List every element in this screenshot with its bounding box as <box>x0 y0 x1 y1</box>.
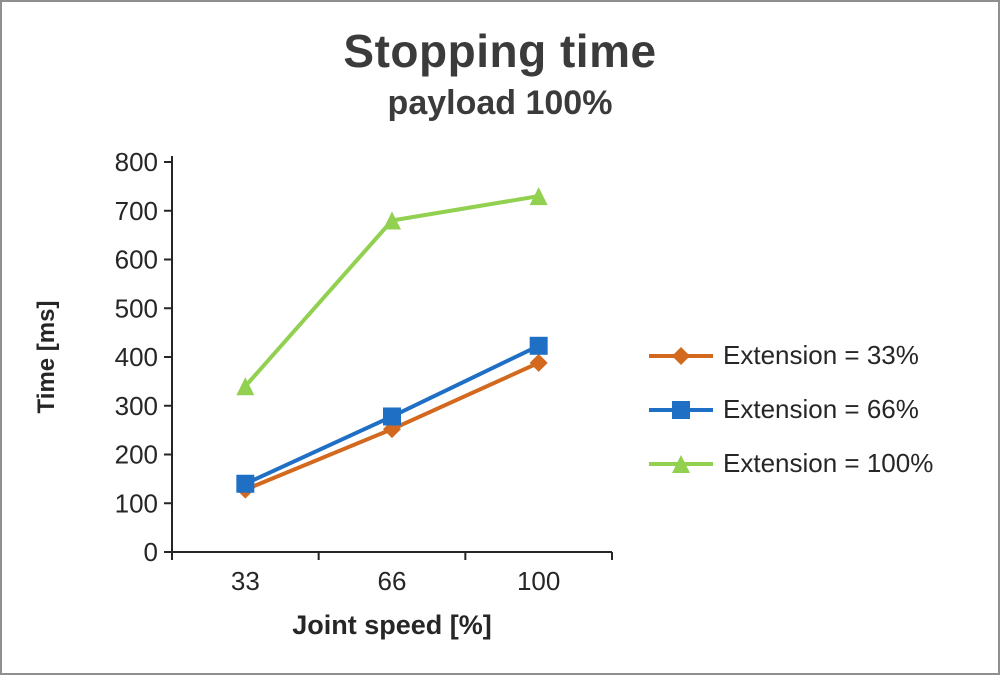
line-chart: 0 100 200 300 400 500 600 700 800 33 66 100 Time [ms… <box>33 147 613 640</box>
legend-item-extension-100: Extension = 100% <box>647 448 933 479</box>
legend-item-extension-66: Extension = 66% <box>647 394 933 425</box>
svg-text:400: 400 <box>115 342 158 372</box>
legend-label: Extension = 33% <box>723 340 919 370</box>
svg-text:600: 600 <box>115 245 158 275</box>
svg-text:66: 66 <box>378 566 407 596</box>
legend-label: Extension = 66% <box>723 394 919 424</box>
legend-marker-square-icon <box>649 400 713 419</box>
chart-subtitle: payload 100% <box>387 84 613 122</box>
legend-marker-triangle-icon <box>649 454 713 473</box>
svg-text:Time [ms]: Time [ms] <box>33 301 60 414</box>
svg-text:500: 500 <box>115 293 158 323</box>
svg-text:100: 100 <box>115 488 158 518</box>
svg-text:33: 33 <box>231 566 260 596</box>
legend: Extension = 33% Extension = 66% Extensio… <box>647 340 933 479</box>
legend-marker-diamond-icon <box>649 346 713 365</box>
svg-text:200: 200 <box>115 440 158 470</box>
svg-text:100: 100 <box>517 566 560 596</box>
svg-text:700: 700 <box>115 196 158 226</box>
svg-text:Joint speed [%]: Joint speed [%] <box>292 610 492 640</box>
legend-label: Extension = 100% <box>723 448 934 478</box>
legend-item-extension-33: Extension = 33% <box>647 340 933 371</box>
svg-text:800: 800 <box>115 147 158 177</box>
svg-text:0: 0 <box>144 537 158 567</box>
chart-title: Stopping time <box>343 25 657 77</box>
svg-text:300: 300 <box>115 391 158 421</box>
